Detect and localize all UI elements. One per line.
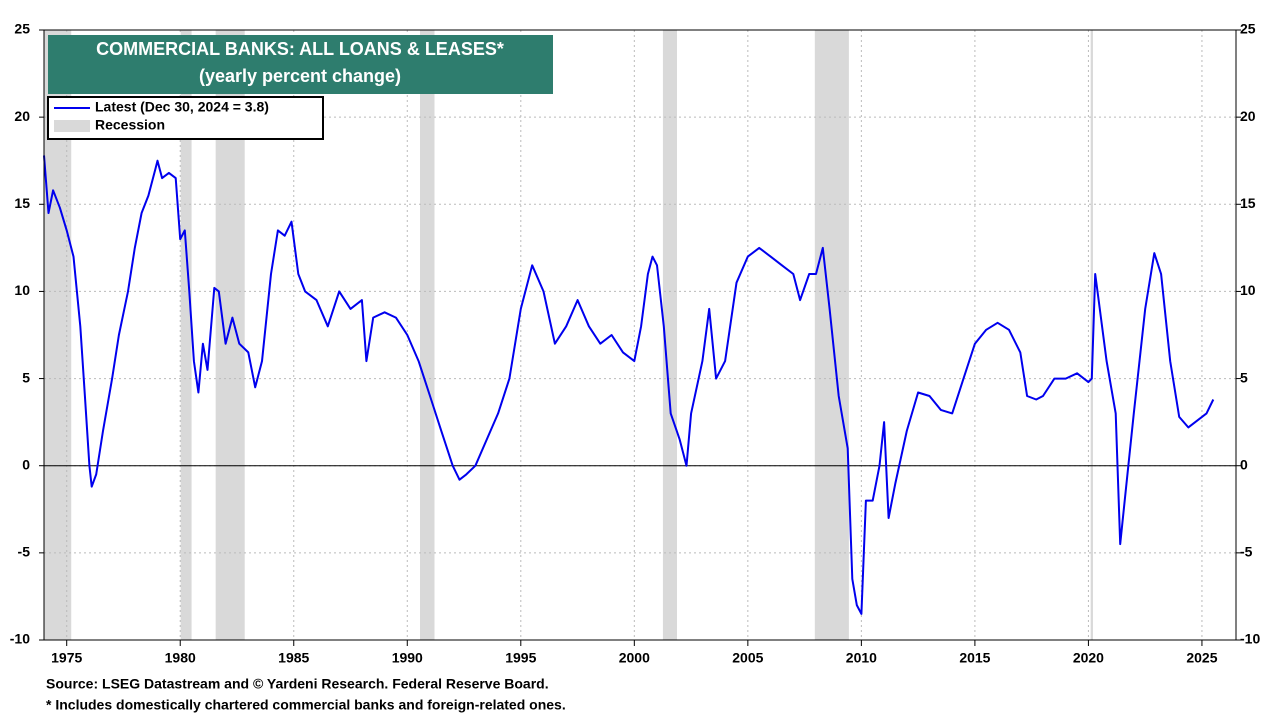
recession-band bbox=[180, 30, 192, 640]
y2-tick-label: -5 bbox=[1240, 544, 1253, 560]
x-tick-label: 2010 bbox=[846, 650, 877, 666]
chart-title: COMMERCIAL BANKS: ALL LOANS & LEASES* bbox=[96, 39, 504, 59]
y-tick-label: 15 bbox=[14, 195, 30, 211]
y2-tick-label: 0 bbox=[1240, 456, 1248, 472]
recession-band bbox=[662, 30, 678, 640]
y2-tick-label: 5 bbox=[1240, 369, 1248, 385]
footnote: * Includes domestically chartered commer… bbox=[46, 697, 566, 713]
y2-tick-label: 20 bbox=[1240, 108, 1256, 124]
y2-tick-label: 25 bbox=[1240, 21, 1256, 37]
y-tick-label: 20 bbox=[14, 108, 30, 124]
x-tick-label: 2025 bbox=[1186, 650, 1217, 666]
y-tick-label: 10 bbox=[14, 282, 30, 298]
legend-label: Recession bbox=[95, 117, 165, 133]
source: Source: LSEG Datastream and © Yardeni Re… bbox=[46, 676, 549, 692]
y2-tick-label: 10 bbox=[1240, 282, 1256, 298]
x-tick-label: 1990 bbox=[392, 650, 423, 666]
chart-subtitle: (yearly percent change) bbox=[199, 66, 401, 86]
y-tick-label: 25 bbox=[14, 21, 30, 37]
y-tick-label: 5 bbox=[22, 369, 30, 385]
y-tick-label: 0 bbox=[22, 456, 30, 472]
y-tick-label: -10 bbox=[10, 631, 30, 647]
title-box bbox=[48, 35, 553, 94]
legend-label: Latest (Dec 30, 2024 = 3.8) bbox=[95, 99, 269, 115]
y-tick-label: -5 bbox=[18, 544, 31, 560]
y2-tick-label: 15 bbox=[1240, 195, 1256, 211]
legend-swatch bbox=[54, 120, 90, 132]
y2-tick-label: -10 bbox=[1240, 631, 1260, 647]
recession-band bbox=[1090, 30, 1093, 640]
x-tick-label: 1995 bbox=[505, 650, 536, 666]
recession-band bbox=[419, 30, 435, 640]
x-tick-label: 2020 bbox=[1073, 650, 1104, 666]
x-tick-label: 1985 bbox=[278, 650, 309, 666]
x-tick-label: 2000 bbox=[619, 650, 650, 666]
legend bbox=[47, 96, 324, 140]
x-tick-label: 2015 bbox=[959, 650, 990, 666]
plot-frame bbox=[43, 29, 1237, 641]
x-tick-label: 1975 bbox=[51, 650, 82, 666]
x-tick-label: 2005 bbox=[732, 650, 763, 666]
data-line bbox=[43, 155, 1215, 615]
x-tick-label: 1980 bbox=[165, 650, 196, 666]
